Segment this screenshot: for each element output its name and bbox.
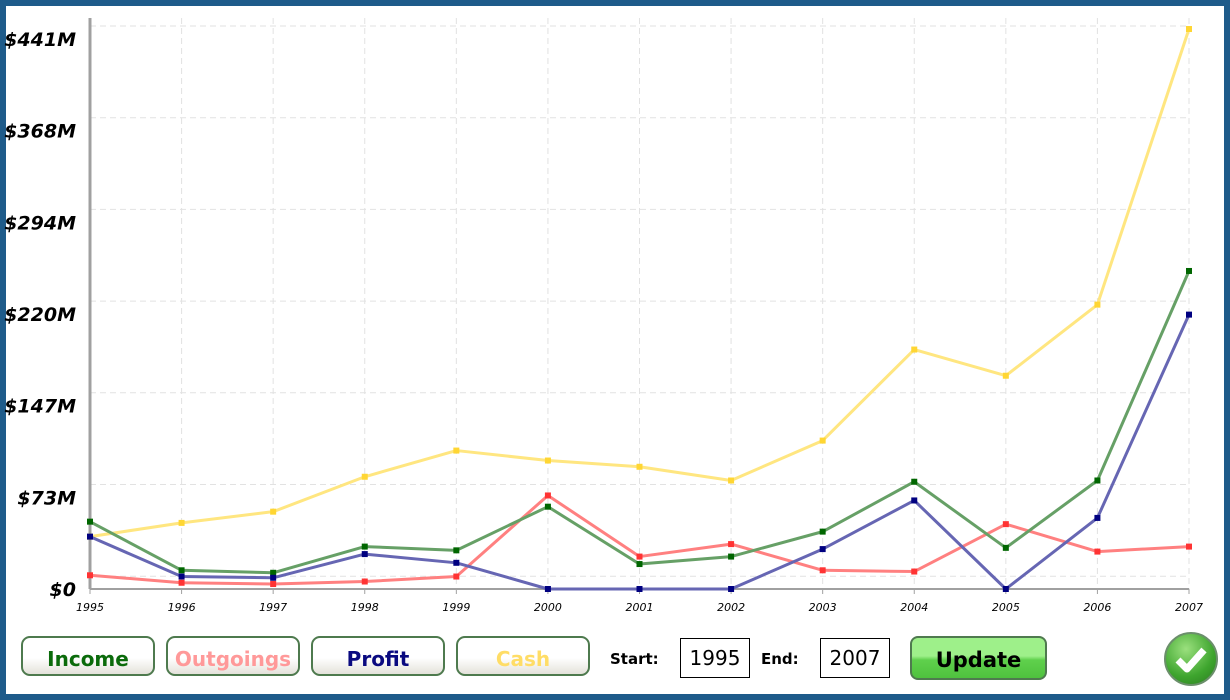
end-label: End:	[761, 650, 799, 668]
profit-point	[911, 497, 918, 504]
cash-point	[453, 447, 460, 454]
cash-point	[819, 437, 826, 444]
income-point	[819, 528, 826, 535]
cash-point	[1094, 301, 1101, 308]
profit-point	[1002, 586, 1009, 592]
income-point	[728, 553, 735, 560]
profit-point	[87, 533, 93, 540]
income-point	[361, 543, 368, 550]
line-chart: $0 $73M $147M $220M $294M $368M $441M 1995 1996 1…	[4, 18, 1203, 614]
cash-point	[728, 477, 735, 484]
profit-point	[270, 574, 277, 581]
cash-point	[636, 463, 643, 470]
profit-point	[728, 586, 735, 592]
income-point	[911, 478, 918, 485]
x-tick-label: 1995	[76, 601, 104, 614]
profit-point	[819, 546, 826, 553]
profit-point	[361, 551, 368, 558]
income-point	[544, 503, 551, 510]
checkmark-icon	[1175, 647, 1207, 673]
cash-point	[544, 457, 551, 464]
profit-point	[1094, 514, 1101, 521]
x-tick-label: 2003	[809, 601, 837, 614]
ok-button[interactable]	[1164, 632, 1218, 686]
start-year-input[interactable]	[680, 638, 750, 678]
x-tick-label: 2006	[1083, 601, 1111, 614]
y-tick-label: $294M	[4, 212, 76, 234]
outgoings-point	[1094, 548, 1101, 555]
outgoings-point	[87, 572, 93, 579]
x-tick-label: 1999	[442, 601, 470, 614]
cash-point	[1186, 26, 1192, 33]
outgoings-button[interactable]: Outgoings	[166, 636, 300, 676]
y-tick-label: $220M	[4, 304, 76, 326]
y-tick-label: $368M	[4, 121, 76, 143]
outgoings-point	[911, 568, 918, 575]
cash-point	[361, 473, 368, 480]
cash-point	[911, 346, 918, 353]
income-point	[87, 518, 93, 525]
x-tick-label: 2004	[900, 601, 928, 614]
profit-point	[178, 573, 185, 580]
cash-point	[1002, 372, 1009, 379]
profit-point	[636, 586, 643, 592]
cash-button[interactable]: Cash	[456, 636, 590, 676]
income-point	[1186, 267, 1192, 274]
outgoings-point	[270, 581, 277, 588]
income-point	[178, 567, 185, 574]
y-tick-label: $73M	[17, 487, 76, 509]
outgoings-point	[453, 573, 460, 580]
income-point	[453, 547, 460, 554]
y-tick-label: $0	[50, 579, 76, 601]
app-window	[6, 6, 1224, 694]
x-tick-label: 2002	[717, 601, 745, 614]
outgoings-label: Outgoings	[174, 647, 292, 671]
x-tick-label: 2007	[1175, 601, 1203, 614]
x-tick-label: 1997	[259, 601, 287, 614]
outgoings-point	[728, 541, 735, 548]
cash-point	[270, 508, 277, 515]
cash-label: Cash	[495, 647, 551, 671]
income-point	[1002, 544, 1009, 551]
income-label: Income	[47, 647, 129, 671]
outgoings-point	[819, 567, 826, 574]
outgoings-point	[1186, 543, 1192, 550]
outgoings-point	[544, 492, 551, 499]
y-tick-label: $147M	[4, 396, 76, 418]
profit-point	[453, 559, 460, 566]
profit-label: Profit	[346, 647, 410, 671]
income-point	[270, 569, 277, 576]
x-tick-label: 2001	[626, 601, 654, 614]
x-tick-label: 2000	[534, 601, 562, 614]
outgoings-point	[361, 578, 368, 585]
income-point	[1094, 477, 1101, 484]
x-tick-label: 1996	[168, 601, 196, 614]
end-year-input[interactable]	[820, 638, 890, 678]
x-tick-label: 2005	[992, 601, 1020, 614]
profit-point	[544, 586, 551, 592]
outgoings-point	[178, 579, 185, 586]
y-tick-label: $441M	[4, 29, 76, 51]
outgoings-point	[636, 553, 643, 560]
start-label: Start:	[610, 650, 659, 668]
profit-button[interactable]: Profit	[311, 636, 445, 676]
outgoings-point	[1002, 521, 1009, 528]
cash-point	[178, 519, 185, 526]
profit-point	[1186, 311, 1192, 318]
x-tick-label: 1998	[351, 601, 379, 614]
income-button[interactable]: Income	[21, 636, 155, 676]
update-button[interactable]: Update	[910, 636, 1047, 680]
income-point	[636, 561, 643, 568]
